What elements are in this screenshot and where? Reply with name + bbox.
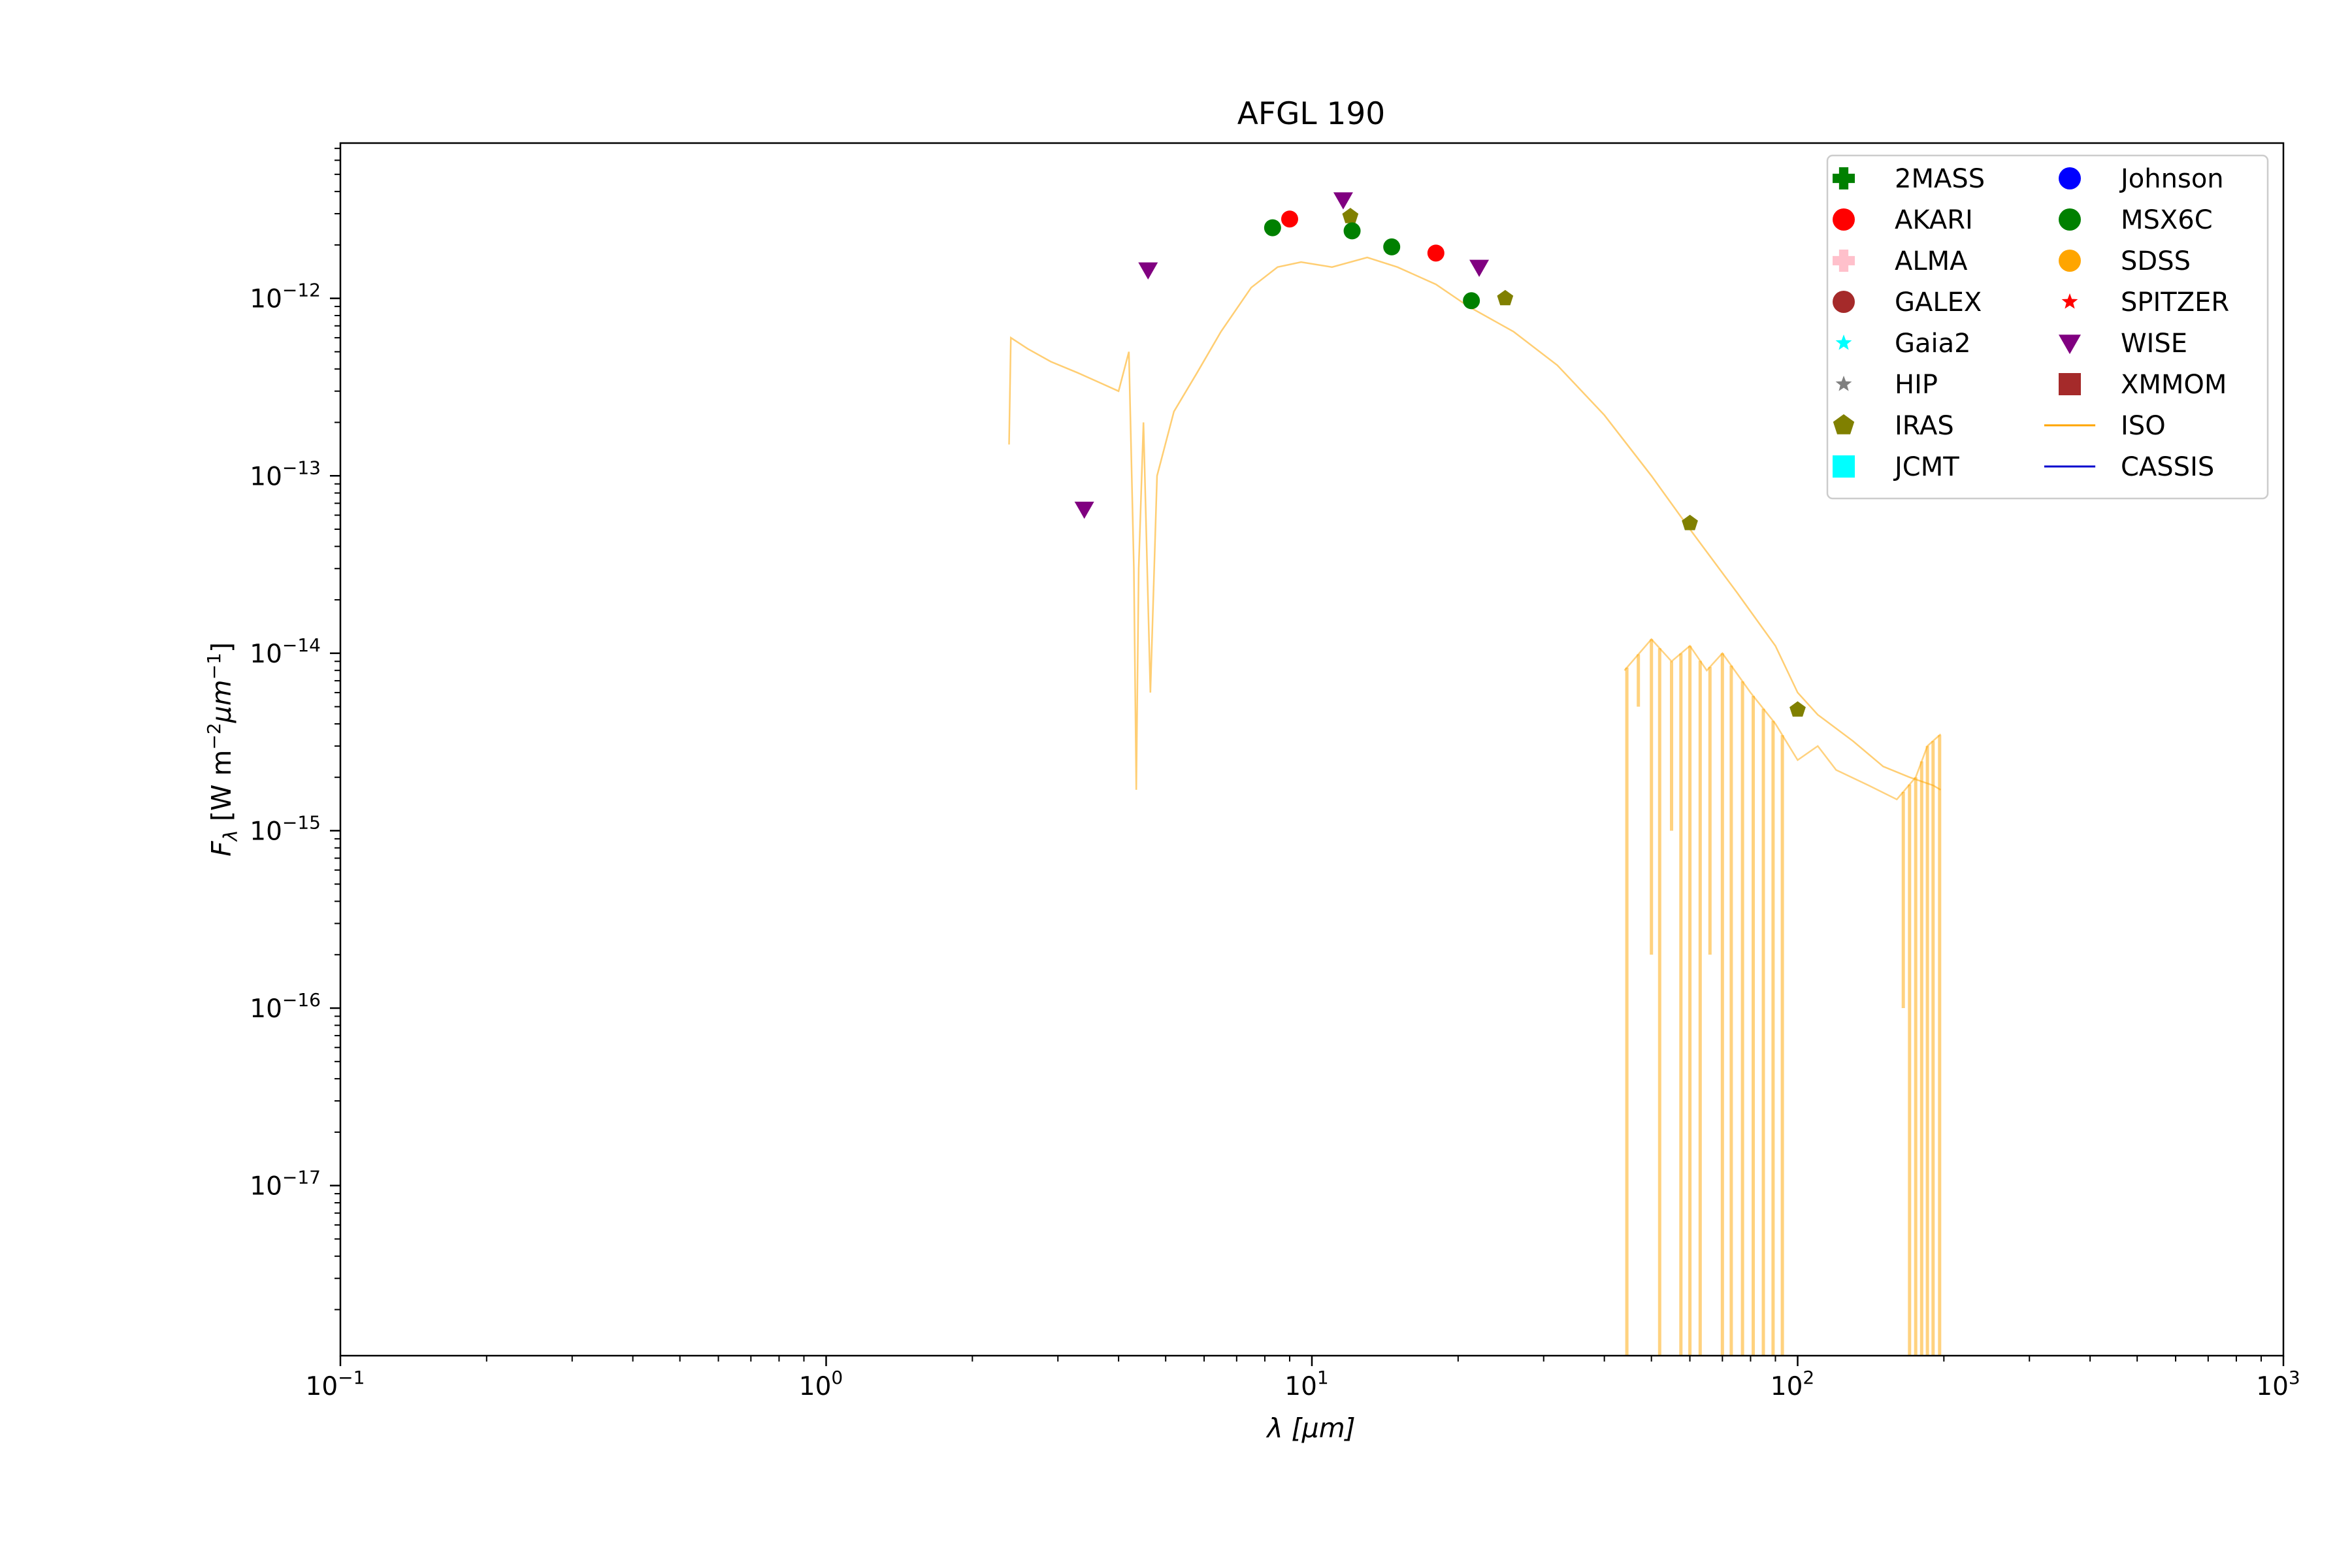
- legend-marker-wise: [2059, 335, 2081, 354]
- legend-marker-sdss: [2059, 250, 2081, 272]
- legend-label-jcmt: JCMT: [1893, 452, 1959, 482]
- msx6c-point: [1463, 292, 1480, 310]
- x-axis: 10−1 100 101 102 103: [306, 1356, 2300, 1401]
- legend-label-alma: ALMA: [1895, 246, 1968, 276]
- legend-marker-akari: [1833, 208, 1855, 231]
- x-tick-label-2: 101: [1284, 1367, 1328, 1401]
- y-tick-label-0: 10−17: [250, 1167, 321, 1201]
- legend-label-spitzer: SPITZER: [2121, 287, 2229, 318]
- iras-point: [1497, 289, 1514, 306]
- legend-marker-xmmom: [2059, 373, 2081, 395]
- x-tick-label-4: 103: [2256, 1367, 2300, 1401]
- legend-marker-2mass: [1833, 167, 1855, 189]
- y-tick-label-4: 10−13: [250, 457, 321, 491]
- msx6c-point: [1383, 238, 1401, 255]
- ylabel-unit-a: [W m: [206, 750, 237, 830]
- legend-label-cassis: CASSIS: [2121, 452, 2214, 482]
- plot-area: [1008, 192, 1942, 1356]
- iras-point: [1342, 208, 1359, 223]
- legend-marker-jcmt: [1833, 455, 1855, 478]
- msx6c-point: [1264, 219, 1281, 237]
- ylabel-exp-a: −2: [203, 723, 225, 749]
- akari-point: [1281, 210, 1298, 228]
- photometry-markers-layer: [1074, 192, 1806, 717]
- ylabel-subscript: λ: [220, 830, 242, 842]
- legend-label-galex: GALEX: [1895, 287, 1982, 318]
- iras-point: [1682, 514, 1698, 531]
- legend-box: [1826, 154, 2269, 500]
- wise-point: [1138, 262, 1158, 280]
- svg-text:Fλ [W m−2μm−1]: Fλ [W m−2μm−1]: [203, 642, 242, 857]
- legend: 2MASS AKARI ALMA GALEX Gaia2 HIP IRAS JCMT Johns…: [1826, 154, 2269, 500]
- legend-label-sdss: SDSS: [2121, 246, 2191, 276]
- x-tick-label-0: 10−1: [306, 1367, 365, 1401]
- x-axis-label: λ [μm]: [1266, 1413, 1355, 1444]
- legend-label-johnson: Johnson: [2119, 164, 2224, 194]
- x-tick-label-1: 100: [799, 1367, 843, 1401]
- wise-point: [1074, 501, 1094, 519]
- wise-point: [1333, 192, 1353, 210]
- legend-marker-spitzer: [2061, 293, 2078, 309]
- y-tick-label-1: 10−16: [250, 989, 321, 1024]
- legend-label-hip: HIP: [1895, 370, 1938, 400]
- legend-label-2mass: 2MASS: [1895, 164, 1985, 194]
- legend-label-xmmom: XMMOM: [2121, 370, 2227, 400]
- legend-label-gaia2: Gaia2: [1895, 329, 1971, 359]
- wise-point: [1469, 259, 1490, 277]
- y-axis: 10−17 10−16 10−15 10−14 10−13 10−12: [250, 148, 340, 1311]
- ylabel-exp-b: −1: [203, 653, 225, 679]
- ylabel-unit-b: μm: [206, 679, 237, 723]
- legend-label-iso: ISO: [2121, 411, 2166, 441]
- legend-marker-iras: [1833, 414, 1855, 434]
- ylabel-symbol: F: [206, 840, 237, 857]
- akari-point: [1427, 244, 1445, 262]
- legend-marker-alma: [1833, 250, 1855, 272]
- legend-marker-msx6c: [2059, 208, 2081, 231]
- ylabel-close: ]: [206, 642, 237, 653]
- msx6c-point: [1343, 222, 1361, 240]
- legend-label-akari: AKARI: [1895, 205, 1973, 235]
- chart-title: AFGL 190: [1237, 96, 1385, 132]
- iras-point: [1789, 701, 1806, 717]
- y-axis-label: Fλ [W m−2μm−1]: [203, 642, 242, 857]
- iso-spectrum-layer: [1008, 256, 1942, 1356]
- iso-spectrum-dropouts: [1625, 639, 1942, 1356]
- y-tick-label-5: 10−12: [250, 280, 321, 314]
- iso-spectrum-line: [1008, 256, 1942, 791]
- legend-label-iras: IRAS: [1895, 411, 1954, 441]
- legend-marker-johnson: [2059, 167, 2081, 189]
- legend-marker-galex: [1833, 291, 1855, 313]
- legend-marker-hip: [1835, 376, 1852, 391]
- y-tick-label-3: 10−14: [250, 634, 321, 669]
- legend-label-wise: WISE: [2121, 329, 2187, 359]
- x-tick-label-3: 102: [1771, 1367, 1814, 1401]
- legend-marker-gaia2: [1835, 335, 1852, 350]
- legend-label-msx6c: MSX6C: [2121, 205, 2213, 235]
- y-tick-label-2: 10−15: [250, 811, 321, 846]
